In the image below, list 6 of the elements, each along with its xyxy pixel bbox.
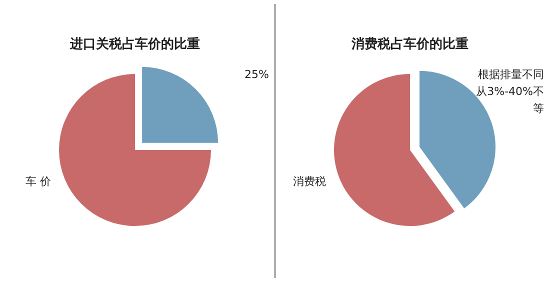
slice-label: 消费税 (293, 175, 326, 188)
chart-title: 消费税占车价的比重 (350, 36, 468, 52)
chart-title: 进口关税占车价的比重 (69, 36, 200, 52)
slice-label: 车 价 (26, 175, 51, 188)
data-label: 25% (244, 68, 269, 81)
slice-label: 根据排量不同从3%-40%不等 (476, 68, 544, 115)
